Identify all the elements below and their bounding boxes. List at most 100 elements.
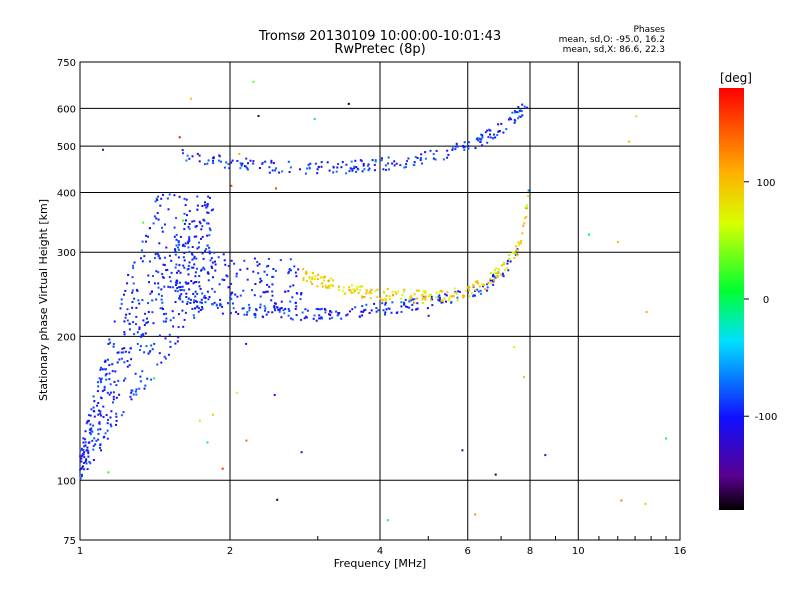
echo-point [345, 163, 348, 166]
echo-point [287, 314, 290, 317]
echo-point [129, 347, 132, 350]
echo-point [235, 275, 238, 278]
echo-point [480, 133, 483, 136]
echo-point [99, 410, 102, 413]
echo-point [368, 167, 371, 170]
echo-point [100, 414, 103, 417]
echo-point [204, 249, 207, 252]
echo-point [190, 266, 193, 269]
echo-point [265, 290, 267, 293]
echo-point [214, 260, 216, 263]
echo-point [99, 444, 102, 446]
echo-point [200, 269, 203, 272]
echo-point [103, 435, 106, 438]
echo-point [195, 225, 198, 227]
echo-point [212, 276, 214, 279]
echo-point [150, 378, 153, 381]
echo-point [120, 351, 123, 354]
echo-point [97, 432, 100, 435]
echo-point [388, 295, 391, 298]
echo-point [187, 242, 190, 245]
echo-point [82, 437, 85, 440]
echo-point [112, 343, 115, 345]
echo-point [366, 164, 369, 167]
echo-point [377, 309, 380, 312]
echo-point [279, 259, 282, 262]
echo-point [406, 306, 409, 309]
echo-point [183, 318, 186, 321]
echo-point [241, 307, 244, 310]
echo-point [456, 299, 459, 302]
echo-point [208, 252, 211, 255]
echo-point [98, 422, 101, 425]
echo-point [105, 373, 108, 375]
echo-point [174, 284, 177, 287]
echo-point [403, 303, 406, 306]
echo-point [461, 449, 464, 452]
echo-point [183, 212, 186, 215]
echo-point [84, 430, 87, 433]
echo-point [382, 309, 385, 312]
echo-point [265, 265, 268, 268]
echo-point [259, 277, 262, 280]
echo-point [490, 282, 493, 285]
echo-point [174, 301, 177, 303]
echo-point [493, 279, 496, 282]
echo-point [385, 294, 388, 297]
echo-point [456, 296, 459, 299]
echo-point [423, 290, 426, 293]
echo-point [477, 139, 480, 142]
echo-point [193, 301, 195, 304]
echo-point [84, 441, 87, 444]
echo-point [400, 310, 403, 313]
echo-point [96, 390, 99, 393]
echo-point [243, 259, 246, 262]
echo-point [486, 141, 489, 144]
echo-point [98, 377, 101, 380]
echo-point [87, 455, 90, 458]
echo-point [303, 317, 306, 320]
echo-point [443, 297, 446, 300]
echo-point [222, 253, 225, 256]
echo-point [136, 331, 139, 334]
echo-point [110, 425, 113, 428]
echo-point [107, 358, 109, 361]
echo-point [143, 351, 146, 354]
echo-point [408, 300, 411, 303]
echo-point [193, 257, 195, 260]
echo-point [182, 325, 185, 328]
echo-point [227, 163, 230, 166]
echo-point [141, 370, 144, 373]
echo-point [186, 154, 189, 157]
echo-point [82, 453, 85, 456]
echo-point [174, 342, 177, 345]
echo-point [201, 292, 204, 295]
echo-point [174, 248, 176, 251]
echo-point [229, 293, 232, 296]
echo-point [170, 259, 173, 262]
echo-point [181, 300, 184, 303]
echo-point [414, 156, 417, 158]
echo-point [145, 240, 147, 243]
echo-point [141, 260, 144, 263]
echo-point [161, 273, 164, 276]
echo-point [519, 115, 522, 118]
echo-point [114, 370, 117, 373]
echo-point [209, 197, 211, 199]
echo-point [278, 171, 281, 174]
echo-point [157, 195, 160, 198]
chart-subtitle: RwPretec (8p) [334, 42, 425, 57]
echo-point [196, 208, 199, 211]
echo-point [437, 298, 440, 301]
echo-point [99, 446, 101, 449]
echo-point [99, 381, 102, 384]
echo-point [193, 255, 196, 258]
echo-point [481, 283, 484, 286]
echo-point [144, 312, 147, 315]
echo-point [499, 273, 502, 276]
echo-point [274, 309, 276, 312]
echo-point [371, 159, 374, 162]
echo-point [308, 275, 311, 278]
echo-point [217, 256, 220, 259]
echo-point [176, 279, 179, 282]
